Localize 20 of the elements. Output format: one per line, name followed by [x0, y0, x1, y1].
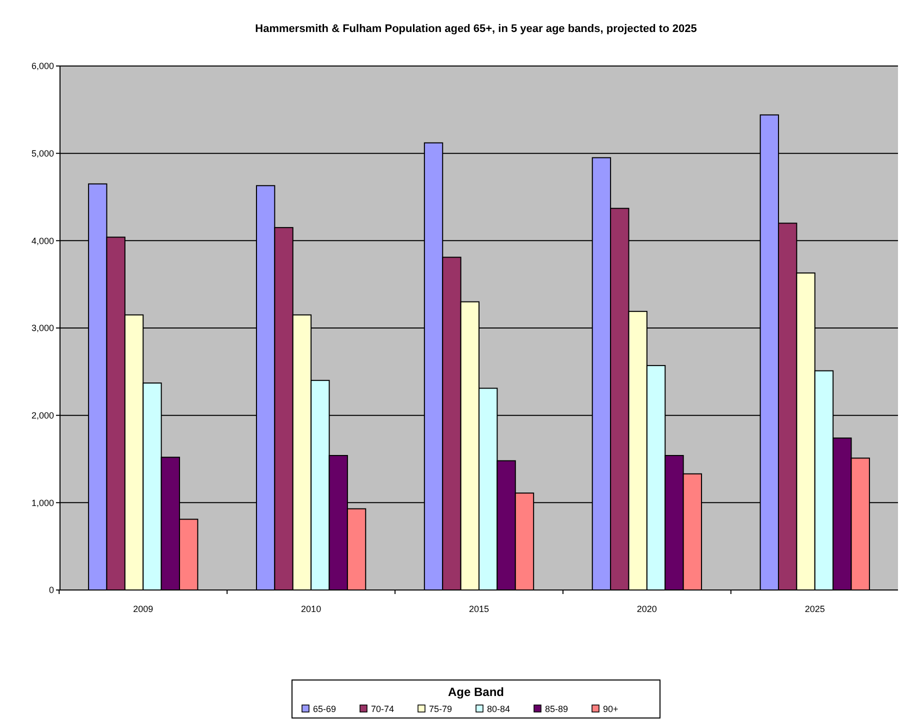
x-tick-label: 2010 [301, 604, 322, 614]
y-tick-label: 3,000 [31, 323, 54, 334]
y-tick-label: 0 [48, 585, 54, 596]
legend-label: 85-89 [545, 704, 568, 714]
x-tick-label: 2025 [804, 604, 825, 614]
legend-label: 65-69 [313, 704, 336, 714]
x-tick-label: 2020 [636, 604, 657, 614]
x-tick-label: 2009 [133, 604, 154, 614]
legend-label: 75-79 [429, 704, 452, 714]
legend-label: 80-84 [487, 704, 510, 714]
y-tick-label: 2,000 [31, 410, 54, 420]
chart-title: Hammersmith & Fulham Population aged 65+, in 5 year age bands, projected to 2025 [255, 23, 697, 35]
x-tick-label: 2015 [468, 604, 490, 614]
y-tick-label: 5,000 [31, 148, 54, 158]
y-tick-label: 1,000 [31, 498, 54, 508]
legend-label: 90+ [603, 704, 618, 714]
legend-label: 70-74 [371, 704, 394, 714]
y-tick-label: 4,000 [31, 236, 54, 246]
legend-title: Age Band [448, 685, 504, 699]
y-tick-label: 6,000 [31, 61, 54, 72]
